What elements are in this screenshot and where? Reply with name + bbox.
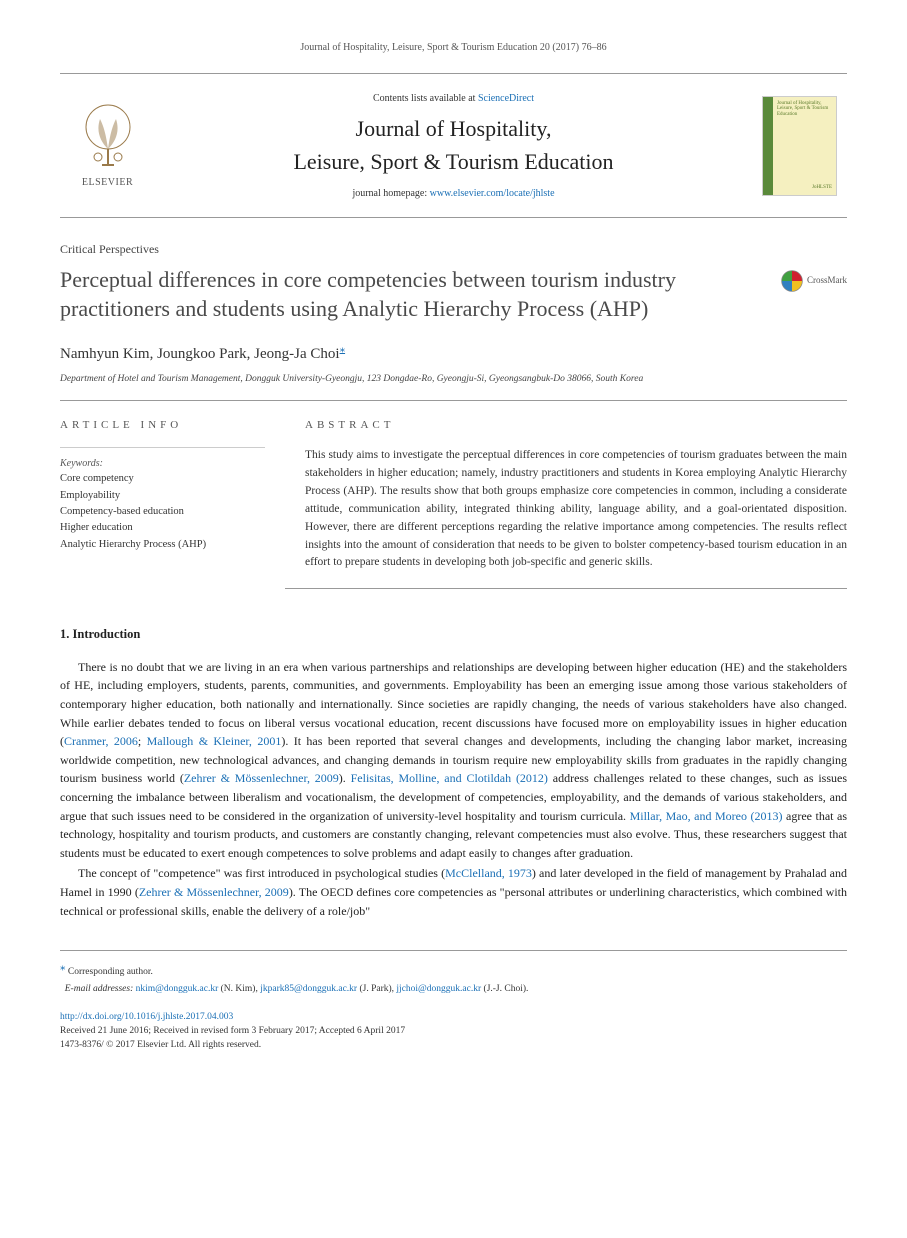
authors-names: Namhyun Kim, Joungkoo Park, Jeong-Ja Cho… (60, 346, 340, 362)
para-text: The concept of "competence" was first in… (78, 866, 445, 880)
author-email-link[interactable]: jjchoi@dongguk.ac.kr (396, 984, 481, 994)
para-text: ; (138, 734, 147, 748)
running-head: Journal of Hospitality, Leisure, Sport &… (60, 40, 847, 55)
author-email-link[interactable]: jkpark85@dongguk.ac.kr (260, 984, 357, 994)
abstract-text: This study aims to investigate the perce… (305, 447, 847, 572)
crossmark-label: CrossMark (807, 274, 847, 288)
sciencedirect-link[interactable]: ScienceDirect (478, 93, 534, 104)
footnotes-block: ⁎ Corresponding author. E-mail addresses… (60, 950, 847, 996)
crossmark-badge[interactable]: CrossMark (781, 270, 847, 292)
citation-link[interactable]: Zehrer & Mössenlechner, 2009 (139, 885, 289, 899)
keyword-item: Core competency (60, 471, 265, 487)
journal-homepage-link[interactable]: www.elsevier.com/locate/jhlste (430, 188, 555, 199)
elsevier-logo: ELSEVIER (78, 101, 138, 190)
email-who: (J. Park), (357, 984, 396, 994)
journal-name-line2: Leisure, Sport & Tourism Education (163, 145, 744, 178)
publisher-label: ELSEVIER (78, 175, 138, 190)
homepage-line: journal homepage: www.elsevier.com/locat… (163, 186, 744, 201)
article-info-column: ARTICLE INFO Keywords: Core competency E… (60, 401, 285, 589)
email-who: (N. Kim), (218, 984, 260, 994)
homepage-prefix: journal homepage: (352, 188, 429, 199)
email-label: E-mail addresses: (65, 984, 134, 994)
para-text: ). (339, 771, 351, 785)
keyword-item: Employability (60, 488, 265, 504)
doi-link[interactable]: http://dx.doi.org/10.1016/j.jhlste.2017.… (60, 1012, 233, 1022)
publisher-block: ELSEVIER (60, 74, 155, 217)
keyword-item: Analytic Hierarchy Process (AHP) (60, 537, 265, 553)
citation-link[interactable]: McClelland, 1973 (445, 866, 532, 880)
keywords-list: Core competency Employability Competency… (60, 471, 265, 552)
article-info-heading: ARTICLE INFO (60, 417, 265, 434)
article-title: Perceptual differences in core competenc… (60, 266, 781, 323)
abstract-column: ABSTRACT This study aims to investigate … (285, 401, 847, 589)
journal-name-line1: Journal of Hospitality, (356, 116, 552, 141)
keywords-label: Keywords: (60, 447, 265, 471)
section-heading-introduction: 1. Introduction (60, 625, 847, 644)
citation-link[interactable]: Cranmer, 2006 (64, 734, 138, 748)
citation-link[interactable]: Zehrer & Mössenlechner, 2009 (184, 771, 339, 785)
journal-name: Journal of Hospitality, Leisure, Sport &… (163, 112, 744, 178)
elsevier-tree-icon (78, 101, 138, 171)
article-history: Received 21 June 2016; Received in revis… (60, 1024, 847, 1038)
doi-block: http://dx.doi.org/10.1016/j.jhlste.2017.… (60, 1010, 847, 1053)
corr-label: Corresponding author. (68, 967, 153, 977)
masthead-right: Journal of Hospitality, Leisure, Sport &… (752, 74, 847, 217)
author-email-link[interactable]: nkim@dongguk.ac.kr (136, 984, 219, 994)
authors-line: Namhyun Kim, Joungkoo Park, Jeong-Ja Cho… (60, 341, 847, 366)
corresponding-author-footnote: ⁎ Corresponding author. (60, 959, 847, 979)
citation-link[interactable]: Mallough & Kleiner, 2001 (147, 734, 282, 748)
masthead: ELSEVIER Contents lists available at Sci… (60, 73, 847, 218)
email-addresses-footnote: E-mail addresses: nkim@dongguk.ac.kr (N.… (60, 982, 847, 996)
contents-available-line: Contents lists available at ScienceDirec… (163, 91, 744, 106)
title-row: Perceptual differences in core competenc… (60, 266, 847, 323)
masthead-center: Contents lists available at ScienceDirec… (155, 74, 752, 217)
affiliation: Department of Hotel and Tourism Manageme… (60, 372, 847, 386)
email-who: (J.-J. Choi). (481, 984, 528, 994)
contents-prefix: Contents lists available at (373, 93, 478, 104)
abstract-heading: ABSTRACT (305, 417, 847, 434)
body-paragraph: The concept of "competence" was first in… (60, 864, 847, 920)
keyword-item: Competency-based education (60, 504, 265, 520)
body-paragraph: There is no doubt that we are living in … (60, 658, 847, 863)
cover-title-text: Journal of Hospitality, Leisure, Sport &… (763, 97, 836, 120)
citation-link[interactable]: Felisitas, Molline, and Clotildah (2012) (351, 771, 548, 785)
corr-marker-icon: ⁎ (60, 961, 66, 973)
journal-cover-thumbnail: Journal of Hospitality, Leisure, Sport &… (762, 96, 837, 196)
crossmark-icon (781, 270, 803, 292)
keyword-item: Higher education (60, 520, 265, 536)
corresponding-author-marker[interactable]: ⁎ (340, 343, 346, 355)
article-category: Critical Perspectives (60, 240, 847, 258)
issn-copyright: 1473-8376/ © 2017 Elsevier Ltd. All righ… (60, 1038, 847, 1052)
info-abstract-row: ARTICLE INFO Keywords: Core competency E… (60, 400, 847, 589)
citation-link[interactable]: Millar, Mao, and Moreo (2013) (630, 809, 783, 823)
cover-brand: JoHLSTE (812, 184, 832, 192)
